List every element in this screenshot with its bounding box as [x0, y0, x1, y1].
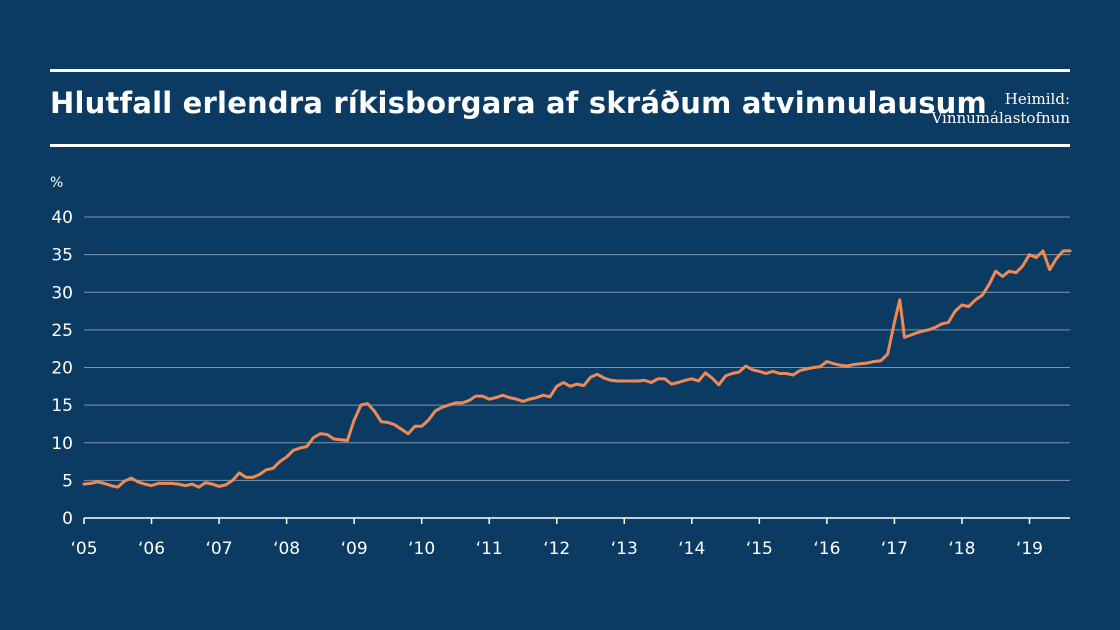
y-tick-label: 0 — [62, 509, 73, 529]
x-tick-label: ‘05 — [70, 539, 97, 559]
y-tick-label: 25 — [51, 321, 73, 341]
y-axis-ticks: 0 5 10 15 20 25 30 35 40 — [51, 208, 73, 529]
source-name: Vinnumálastofnun — [931, 109, 1070, 127]
x-axis-ticks: ‘05 ‘06 ‘07 ‘08 ‘09 ‘10 ‘11 ‘12 ‘13 ‘14 ‘15 ‘16 ‘17 ‘… — [70, 518, 1043, 559]
x-tick-label: ‘17 — [881, 539, 908, 559]
header-rule-top — [50, 69, 1070, 72]
x-tick-label: ‘13 — [611, 539, 638, 559]
header-rule-bottom — [50, 144, 1070, 147]
x-tick-label: ‘19 — [1016, 539, 1043, 559]
source-label: Heimild: — [1004, 90, 1070, 108]
y-tick-label: 5 — [62, 471, 73, 491]
y-tick-label: 30 — [51, 283, 73, 303]
y-tick-label: 15 — [51, 396, 73, 416]
source-note: Heimild: Vinnumálastofnun — [931, 90, 1070, 128]
x-tick-label: ‘14 — [678, 539, 705, 559]
y-tick-label: 20 — [51, 359, 73, 379]
y-axis-unit: % — [50, 175, 63, 191]
x-tick-label: ‘06 — [138, 539, 165, 559]
x-tick-label: ‘11 — [476, 539, 503, 559]
x-tick-label: ‘07 — [206, 539, 233, 559]
y-tick-label: 10 — [51, 434, 73, 454]
x-tick-label: ‘12 — [543, 539, 570, 559]
x-tick-label: ‘16 — [813, 539, 840, 559]
series-line — [82, 249, 1072, 489]
x-tick-label: ‘18 — [948, 539, 975, 559]
x-tick-label: ‘10 — [408, 539, 435, 559]
x-tick-label: ‘08 — [273, 539, 300, 559]
x-tick-label: ‘15 — [746, 539, 773, 559]
chart-title: Hlutfall erlendra ríkisborgara af skráðu… — [50, 86, 987, 120]
grid-lines — [84, 216, 1070, 519]
x-tick-label: ‘09 — [341, 539, 368, 559]
y-tick-label: 35 — [51, 246, 73, 266]
y-tick-label: 40 — [51, 208, 73, 228]
